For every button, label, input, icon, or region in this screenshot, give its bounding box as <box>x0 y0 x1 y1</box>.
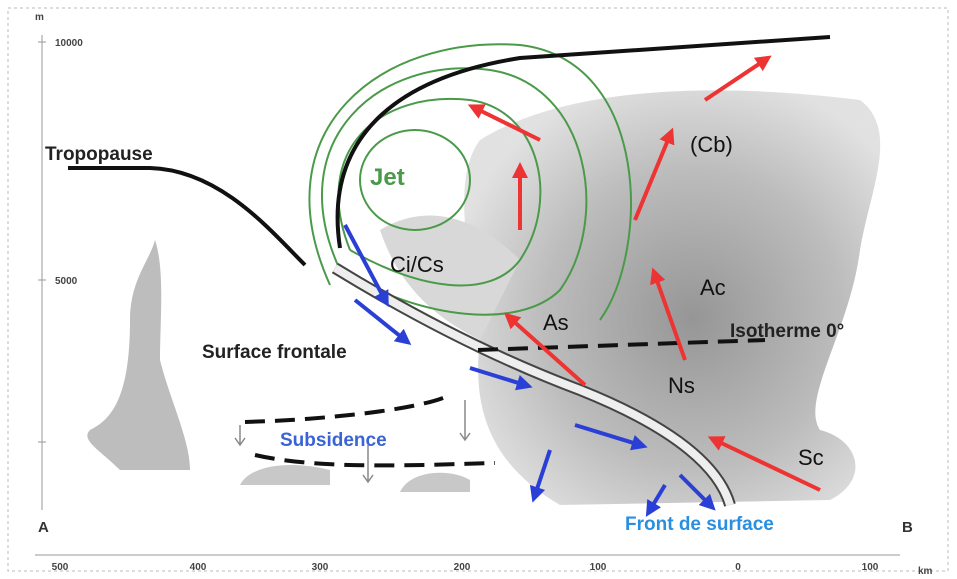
dashed-lines <box>244 338 766 468</box>
label: Ac <box>700 275 726 300</box>
label: Isotherme 0° <box>730 321 844 342</box>
jet-contours <box>308 43 632 321</box>
label: Surface frontale <box>202 342 347 363</box>
label: Ci/Cs <box>390 252 444 277</box>
tropopause-line <box>335 35 831 249</box>
y-unit: m <box>35 12 44 23</box>
label: (Cb) <box>690 132 733 157</box>
x-label: 500 <box>52 562 69 573</box>
label: Jet <box>370 164 405 191</box>
x-unit: km <box>918 566 933 577</box>
label: Subsidence <box>280 430 387 451</box>
clouds <box>87 90 881 506</box>
y-label: 5000 <box>55 276 78 287</box>
end-b: B <box>902 519 913 536</box>
y-label: 10000 <box>55 38 83 49</box>
label: Front de surface <box>625 514 774 535</box>
x-label: 0 <box>735 562 741 573</box>
subsidence-arrows <box>234 400 471 484</box>
end-a: A <box>38 519 49 536</box>
label: Tropopause <box>45 144 153 165</box>
rising-arrows <box>467 55 821 492</box>
x-label: 100 <box>862 562 879 573</box>
label: Ns <box>668 373 695 398</box>
label: As <box>543 310 569 335</box>
x-label: 300 <box>312 562 329 573</box>
tropopause-line <box>68 166 307 267</box>
label: Sc <box>798 445 824 470</box>
frontal-surface <box>332 264 734 507</box>
x-label: 100 <box>590 562 607 573</box>
sinking-arrows <box>343 224 716 517</box>
x-label: 400 <box>190 562 207 573</box>
x-label: 200 <box>454 562 471 573</box>
axes <box>35 35 900 556</box>
